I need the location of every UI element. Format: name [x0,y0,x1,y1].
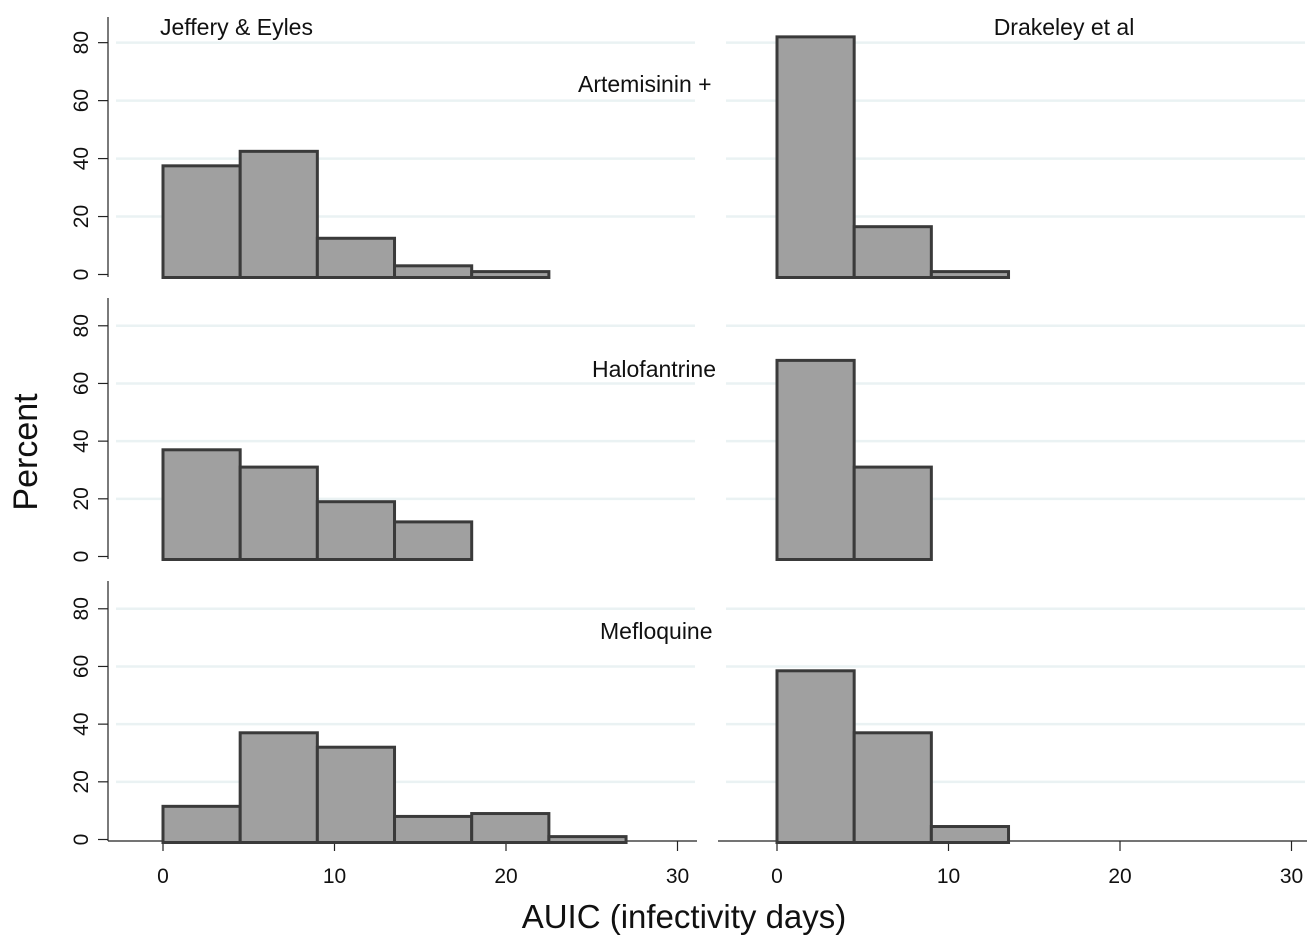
histogram-bar [315,745,397,844]
y-tick-label: 80 [70,597,93,620]
histogram-bar [393,264,474,279]
row-label-halofantrine: Halofantrine [592,356,716,382]
y-tick-label: 40 [70,147,93,170]
histogram-bar [470,812,551,845]
histogram-bar [161,804,242,844]
column-title-right: Drakeley et al [994,14,1135,40]
x-tick-label: 30 [1280,865,1303,888]
bars-layer [161,35,1011,845]
y-tick-label: 20 [70,205,93,228]
y-tick-label: 40 [70,429,93,452]
histogram-bar [547,835,628,845]
axes-layer [98,17,1307,851]
y-tick-label: 40 [70,712,93,735]
y-tick-label: 20 [70,487,93,510]
histogram-bar [470,270,551,279]
histogram-bar [315,500,397,562]
histogram-bar [775,358,856,561]
y-tick-label: 80 [70,31,93,54]
y-tick-label: 20 [70,770,93,793]
y-axis-label: Percent [7,393,45,511]
histogram-bar [238,149,319,280]
histogram-bar [238,731,319,844]
y-tick-label: 0 [70,834,93,846]
x-tick-label: 20 [494,865,517,888]
histogram-bar [929,270,1011,279]
histogram-bar [775,35,856,279]
column-title-left: Jeffery & Eyles [160,14,313,40]
y-tick-label: 80 [70,314,93,337]
histogram-bar [852,731,933,844]
row-label-mefloquine: Mefloquine [600,618,713,644]
histogram-bar [161,164,242,279]
row-label-artemisinin: Artemisinin + [578,71,712,97]
histogram-bar [161,448,242,561]
histogram-bar [852,225,933,279]
histogram-bar [775,669,856,845]
x-tick-label: 30 [666,865,689,888]
histogram-bar [238,465,319,562]
histogram-bar [852,465,933,562]
y-tick-label: 60 [70,655,93,678]
x-tick-label: 20 [1108,865,1131,888]
y-tick-label: 60 [70,89,93,112]
y-tick-label: 0 [70,551,93,563]
y-tick-label: 0 [70,269,93,281]
histogram-bar [315,236,397,279]
histogram-bar [929,825,1011,844]
histogram-bar [393,814,474,844]
x-tick-label: 0 [771,865,783,888]
x-axis-label: AUIC (infectivity days) [522,898,847,935]
histogram-bar [393,520,474,562]
y-tick-label: 60 [70,372,93,395]
x-tick-label: 10 [323,865,346,888]
text-layer: Percent AUIC (infectivity days) Jeffery … [7,14,1303,935]
x-tick-label: 0 [157,865,169,888]
x-tick-label: 10 [937,865,960,888]
